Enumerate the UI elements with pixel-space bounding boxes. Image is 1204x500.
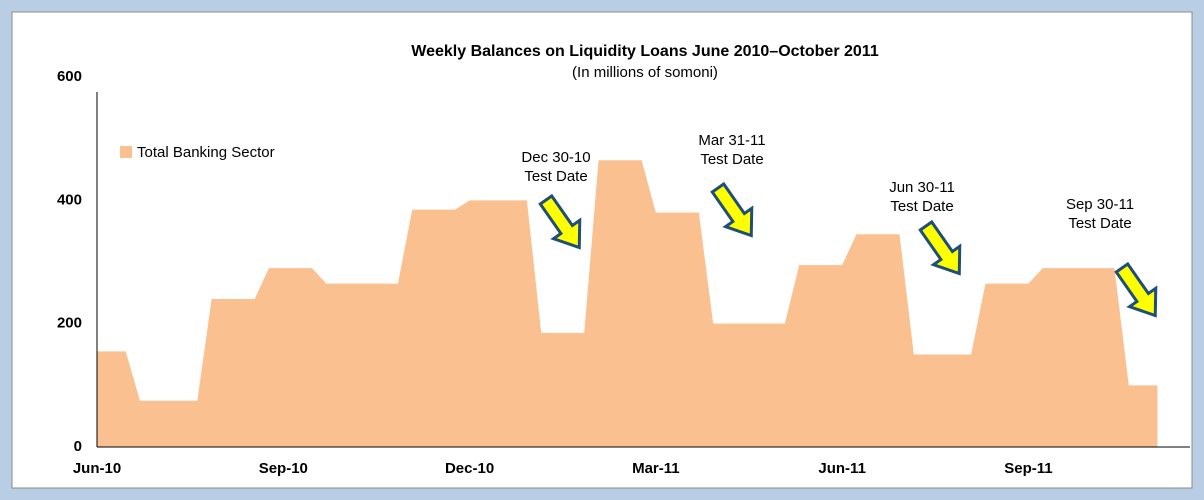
y-tick-label: 200 [57,315,82,332]
area [97,160,1158,447]
x-tick-label: Jun-11 [818,460,866,477]
arrow-shape [710,181,754,238]
annotation: Jun 30-11 [889,179,955,196]
annotation-arrow [918,219,962,276]
arrow-shape [1114,261,1158,318]
annotation: Test Date [524,168,587,185]
chart-title: Weekly Balances on Liquidity Loans June … [411,43,879,60]
x-tick-label: Sep-10 [259,460,308,477]
x-tick-label: Sep-11 [1004,460,1052,477]
y-tick-label: 0 [74,438,82,455]
x-tick-label: Dec-10 [445,460,494,477]
annotation-arrow [710,181,754,238]
arrow-shape [538,193,582,250]
annotation: Test Date [890,198,953,215]
legend-label: Total Banking Sector [137,144,275,161]
annotation: Dec 30-10 [521,149,590,166]
annotation: Test Date [700,151,763,168]
annotation-arrow [538,193,582,250]
annotation: Mar 31-11 [698,132,765,149]
annotation: Sep 30-11 [1066,196,1134,213]
annotation-arrow [1114,261,1158,318]
annotation: Test Date [1068,215,1131,232]
x-tick-label: Jun-10 [73,460,121,477]
legend-swatch [120,146,132,158]
x-tick-label: Mar-11 [632,460,680,477]
chart-subtitle: (In millions of somoni) [572,64,718,81]
y-tick-label: 400 [57,191,82,208]
arrow-shape [918,219,962,276]
y-tick-label: 600 [57,68,82,85]
